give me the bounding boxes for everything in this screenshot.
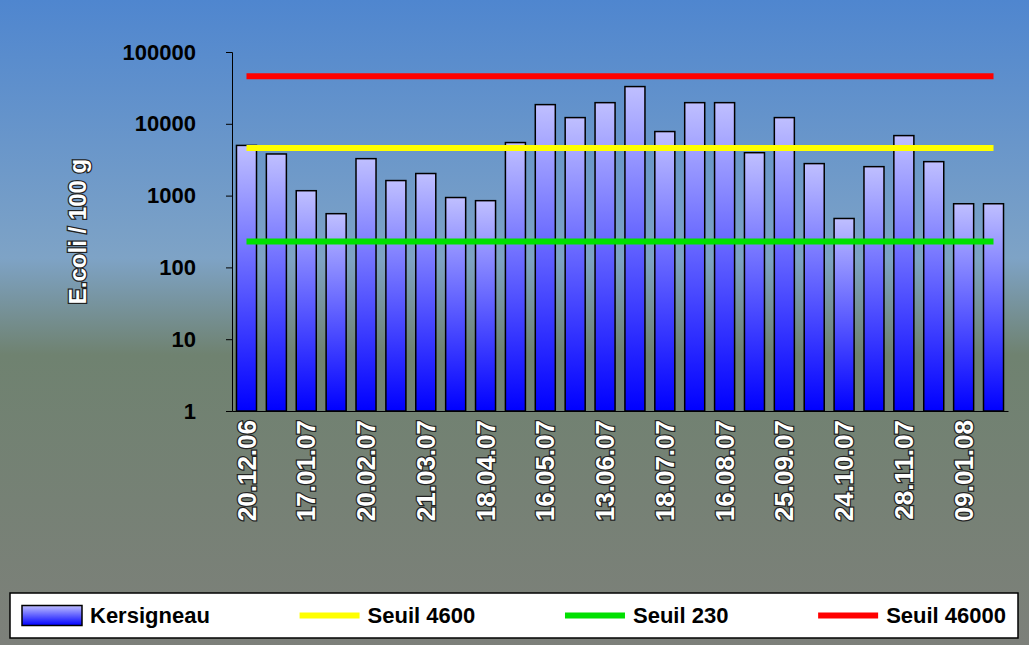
- bar: [266, 154, 286, 411]
- bar: [565, 118, 585, 411]
- x-tick: 09.01.08: [949, 420, 979, 521]
- legend-item: Kersigneau: [22, 603, 210, 628]
- x-tick: 20.02.07: [351, 420, 381, 521]
- y-tick-label: 1000: [147, 183, 196, 208]
- bar: [655, 132, 675, 411]
- x-tick-label: 20.02.07: [351, 420, 381, 521]
- legend-swatch: [818, 613, 878, 619]
- x-tick-label: 28.11.07: [889, 420, 919, 520]
- y-axis-line: [226, 53, 233, 412]
- y-tick: 1000: [147, 183, 232, 208]
- x-tick-label: 21.03.07: [411, 420, 441, 521]
- x-tick: 16.05.07: [530, 420, 560, 521]
- bar: [954, 204, 974, 411]
- bar: [744, 153, 764, 411]
- y-tick-mark: [226, 124, 232, 125]
- x-tick-label: 24.10.07: [829, 420, 859, 521]
- y-tick-mark: [226, 411, 232, 412]
- threshold-line: [246, 145, 993, 151]
- y-tick-mark: [226, 339, 232, 340]
- x-tick: 16.08.07: [710, 420, 740, 521]
- y-tick-mark: [226, 267, 232, 268]
- x-tick-label: 18.07.07: [650, 420, 680, 521]
- bar: [864, 167, 884, 411]
- x-axis: 20.12.06 17.01.07 20.02.07 21.03.07 18.04.07…: [232, 412, 1009, 522]
- plot-area: [236, 76, 1003, 411]
- bar: [983, 204, 1003, 411]
- x-tick-label: 16.05.07: [530, 420, 560, 521]
- x-tick: 20.12.06: [232, 420, 262, 521]
- x-tick-label: 18.04.07: [471, 420, 501, 521]
- legend-label: Seuil 230: [633, 603, 728, 628]
- bar: [236, 145, 256, 411]
- y-tick-mark: [226, 196, 232, 197]
- chart: 11010010001000010000020.12.0617.01.0720.…: [0, 0, 1029, 645]
- x-axis-line: [233, 411, 1009, 412]
- x-tick: 18.04.07: [471, 420, 501, 521]
- legend-swatch: [300, 613, 360, 619]
- x-tick: 28.11.07: [889, 420, 919, 520]
- y-tick-mark: [226, 52, 232, 53]
- legend-label: Seuil 46000: [886, 603, 1006, 628]
- legend-swatch: [22, 606, 82, 626]
- bar: [356, 159, 376, 411]
- y-tick: 100000: [123, 40, 232, 65]
- legend-label: Kersigneau: [90, 603, 210, 628]
- x-tick-label: 09.01.08: [949, 420, 979, 521]
- bar: [924, 162, 944, 411]
- y-tick: 10: [172, 327, 232, 352]
- x-tick: 13.06.07: [590, 420, 620, 521]
- x-tick-label: 17.01.07: [291, 420, 321, 521]
- bar: [446, 198, 466, 411]
- legend-box: [10, 593, 1018, 638]
- x-tick: 18.07.07: [650, 420, 680, 521]
- y-tick-label: 100000: [123, 40, 196, 65]
- x-tick-label: 20.12.06: [232, 420, 262, 521]
- x-tick: 25.09.07: [769, 420, 799, 521]
- bar: [774, 118, 794, 411]
- y-tick: 1: [184, 399, 232, 424]
- bar: [296, 191, 316, 411]
- bar: [505, 143, 525, 411]
- x-tick-label: 13.06.07: [590, 420, 620, 521]
- y-tick-label: 10: [172, 327, 196, 352]
- legend: Kersigneau Seuil 4600 Seuil 230 Seuil 46000: [10, 593, 1018, 638]
- bar: [625, 87, 645, 411]
- y-tick-label: 100: [159, 255, 196, 280]
- legend-label: Seuil 4600: [368, 603, 476, 628]
- bar-series: [236, 87, 1003, 411]
- legend-item: Seuil 4600: [300, 603, 476, 628]
- threshold-line: [246, 238, 993, 244]
- legend-item: Seuil 230: [565, 603, 728, 628]
- x-tick-label: 16.08.07: [710, 420, 740, 521]
- legend-item: Seuil 46000: [818, 603, 1006, 628]
- bar: [834, 218, 854, 411]
- y-tick-label: 1: [184, 399, 196, 424]
- y-axis-title: E.coli / 100 g: [64, 159, 91, 304]
- bar: [804, 164, 824, 411]
- x-tick-label: 25.09.07: [769, 420, 799, 521]
- bar: [416, 174, 436, 411]
- bar: [476, 201, 496, 411]
- y-tick: 10000: [135, 111, 232, 136]
- x-tick: 21.03.07: [411, 420, 441, 521]
- bar: [386, 181, 406, 411]
- threshold-line: [246, 73, 993, 79]
- y-tick-label: 10000: [135, 111, 196, 136]
- x-tick: 17.01.07: [291, 420, 321, 521]
- x-tick: 24.10.07: [829, 420, 859, 521]
- legend-swatch: [565, 613, 625, 619]
- background: [0, 0, 1029, 645]
- bar: [894, 136, 914, 411]
- y-axis: 1 10 100 1000 10000 100000: [123, 40, 233, 424]
- y-tick: 100: [159, 255, 232, 280]
